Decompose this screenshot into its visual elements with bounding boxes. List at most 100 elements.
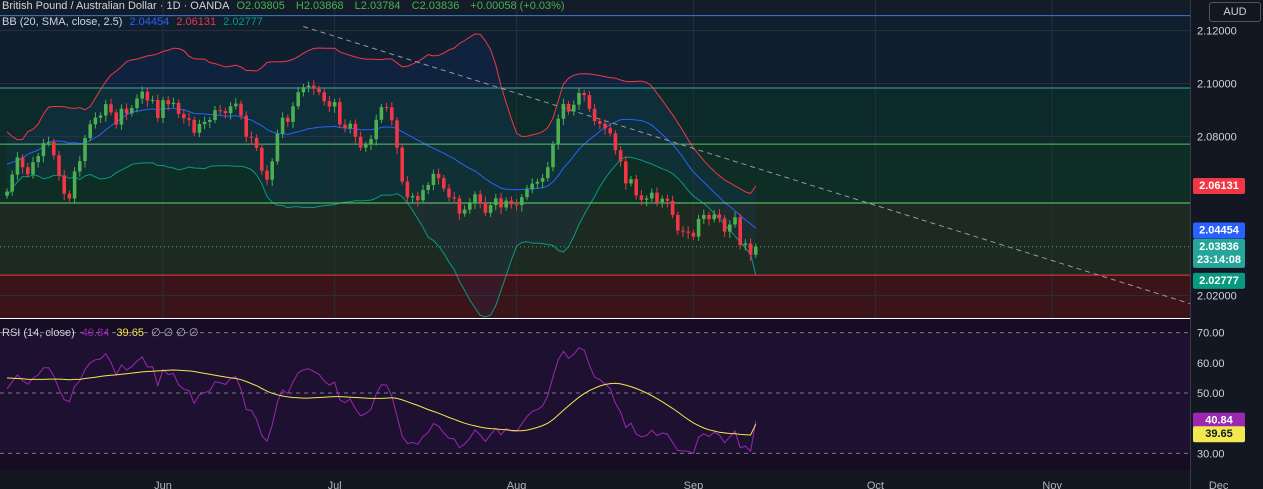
candle-body — [743, 243, 748, 246]
candle-body — [457, 198, 462, 214]
candle-body — [696, 218, 701, 237]
price-zone-top — [0, 0, 1190, 16]
candle-body — [390, 107, 394, 121]
candle-body — [306, 85, 311, 88]
candle-body — [436, 173, 441, 179]
candle-body — [681, 230, 685, 232]
candle-body — [187, 118, 191, 120]
candle-body — [208, 120, 212, 122]
candle-body — [364, 144, 368, 148]
candle-body — [197, 124, 202, 133]
symbol-legend: British Pound / Australian Dollar · 1D ·… — [2, 0, 569, 12]
candle-body — [535, 181, 540, 184]
candle-body — [83, 138, 87, 162]
candle-body — [426, 184, 430, 191]
time-axis-label: Dec — [1209, 480, 1229, 489]
rsi-ma-legend-value: 39.65 — [116, 327, 144, 339]
time-axis-label: Aug — [507, 480, 527, 489]
candle-body — [556, 118, 560, 145]
candle-body — [447, 188, 451, 198]
candle-body — [62, 175, 66, 194]
candle-body — [213, 110, 217, 121]
candle-body — [644, 198, 649, 200]
candle-body — [291, 106, 295, 122]
candle-body — [566, 103, 571, 112]
price-zone — [0, 15, 1190, 88]
open-value: 2.03805 — [245, 0, 285, 12]
candle-body — [442, 178, 446, 189]
price-tick-label: 2.02000 — [1197, 290, 1237, 302]
rsi-price-tag-text: 40.84 — [1205, 415, 1233, 427]
candle-body — [98, 115, 103, 118]
candle-body — [228, 106, 233, 114]
candle-body — [374, 119, 378, 140]
currency-selector[interactable]: AUD — [1209, 2, 1261, 22]
rsi-line — [6, 347, 757, 455]
candle-body — [145, 91, 150, 101]
candle-body — [520, 197, 524, 206]
rsi-price-tag: 40.84 — [1193, 412, 1245, 429]
candle-body — [514, 204, 519, 206]
candle-body — [312, 85, 316, 89]
candle-body — [546, 167, 550, 179]
close-label: C — [411, 0, 420, 12]
candle-body — [655, 192, 659, 203]
time-axis-label: Jun — [154, 480, 172, 489]
rsi-ma-price-tag-bg — [1193, 426, 1245, 443]
basis-price-tag: 2.04454 — [1193, 222, 1245, 239]
candle-body — [301, 87, 306, 93]
candle-body — [702, 214, 706, 219]
candle-body — [239, 103, 243, 116]
basis-price-tag-text: 2.04454 — [1199, 224, 1240, 236]
rsi-tick-label: 50.00 — [1197, 388, 1225, 400]
candle-body — [270, 161, 274, 180]
candle-body — [223, 111, 228, 114]
rsi-indicator-name: RSI (14, close) — [2, 327, 75, 339]
bb-legend[interactable]: BB (20, SMA, close, 2.5) 2.04454 2.06131… — [2, 16, 267, 28]
candle-body — [509, 200, 514, 205]
candle-body — [150, 99, 155, 101]
candle-body — [603, 123, 607, 129]
candle-body — [431, 173, 436, 185]
candle-body — [473, 194, 477, 204]
candle-body — [343, 124, 347, 129]
candle-body — [161, 100, 165, 118]
candle-body — [712, 214, 716, 220]
candle-body — [114, 112, 118, 125]
candle-body — [10, 174, 14, 192]
candle-body — [46, 142, 51, 144]
candle-body — [748, 243, 753, 255]
price-zone — [0, 202, 1190, 276]
candle-body — [379, 107, 384, 120]
candle-body — [249, 136, 254, 138]
candle-body — [317, 88, 321, 93]
lower-band-price-tag-text: 2.02777 — [1199, 275, 1239, 287]
last-price-tag-text: 23:14:08 — [1197, 254, 1241, 266]
candle-body — [395, 120, 399, 148]
basis-price-tag-bg — [1193, 222, 1245, 239]
candle-body — [624, 161, 628, 184]
candle-body — [286, 117, 290, 122]
candle-body — [608, 128, 612, 134]
rsi-tick-label: 60.00 — [1197, 358, 1225, 370]
candle-body — [31, 162, 35, 175]
candle-body — [348, 123, 352, 129]
candle-body — [754, 246, 758, 255]
candle-body — [530, 183, 534, 190]
lower-band-price-tag: 2.02777 — [1193, 272, 1245, 289]
candle-body — [577, 93, 581, 105]
candle-body — [613, 133, 618, 151]
candle-body — [296, 92, 300, 107]
candle-body — [525, 189, 529, 198]
candle-body — [691, 232, 696, 237]
rsi-legend[interactable]: RSI (14, close) 40.84 39.65 ∅ ∅ ∅ ∅ — [2, 326, 203, 339]
candle-body — [88, 124, 92, 139]
bb-indicator-name: BB (20, SMA, close, 2.5) — [2, 16, 123, 28]
candle-body — [582, 93, 586, 96]
price-zone — [0, 144, 1190, 203]
bb-basis-value: 2.04454 — [129, 16, 170, 28]
candle-body — [234, 103, 238, 107]
candle-body — [634, 179, 638, 196]
